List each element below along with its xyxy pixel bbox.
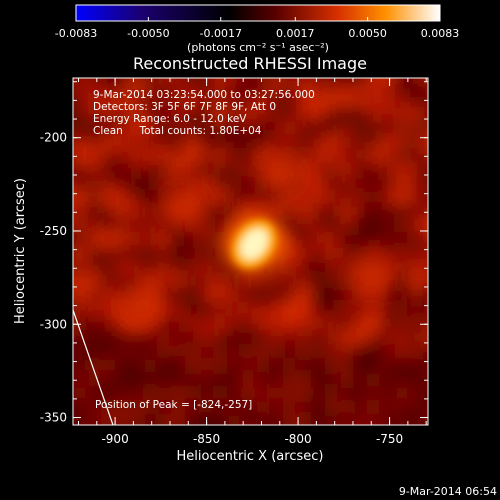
y-axis-label: Heliocentric Y (arcsec) [13,178,28,324]
heatmap-source [347,255,396,300]
colorbar-ticks: -0.0083 -0.0050 -0.0017 0.0017 0.0050 0.0083 [55,17,459,40]
colorbar-tick-label: 0.0083 [421,27,460,40]
heatmap-source [120,286,165,326]
annotation-counts: Clean Total counts: 1.80E+04 [93,125,262,137]
colorbar-tick-label: 0.0017 [276,27,315,40]
x-axis: -900 -850 -800 -750 [77,78,427,446]
footer-timestamp: 9-Mar-2014 06:54 [399,485,497,498]
colorbar-tick-label: 0.0050 [348,27,387,40]
peak-core [240,228,269,260]
x-tick-label: -750 [376,432,403,446]
x-tick-label: -800 [284,432,311,446]
x-tick-label: -900 [101,432,128,446]
y-axis: -200 -250 -300 -350 [40,81,428,425]
x-tick-label: -850 [193,432,220,446]
plot-frame [72,77,429,426]
chart-title: Reconstructed RHESSI Image [133,54,367,73]
solar-limb-line [72,309,114,426]
annotation-detectors: Detectors: 3F 5F 6F 7F 8F 9F, Att 0 [93,101,276,113]
y-tick-label: -200 [40,131,67,145]
heatmap-source [258,155,302,195]
colorbar-tick-label: -0.0017 [199,27,241,40]
heatmap-source [161,186,208,228]
annotation-energy-range: Energy Range: 6.0 - 12.0 keV [93,113,247,125]
peak-position-label: Position of Peak = [-824,-257] [95,399,252,411]
colorbar [75,4,441,22]
annotation-time-range: 9-Mar-2014 03:23:54.000 to 03:27:56.000 [93,89,315,101]
heatmap-sources [120,155,396,326]
colorbar-tick-label: -0.0050 [127,27,169,40]
y-tick-label: -300 [40,317,67,331]
x-axis-label: Heliocentric X (arcsec) [177,449,324,464]
y-tick-label: -350 [40,411,67,425]
colorbar-tick-label: -0.0083 [55,27,97,40]
y-tick-label: -250 [40,224,67,238]
colorbar-unit-label: (photons cm⁻² s⁻¹ asec⁻²) [187,41,329,54]
